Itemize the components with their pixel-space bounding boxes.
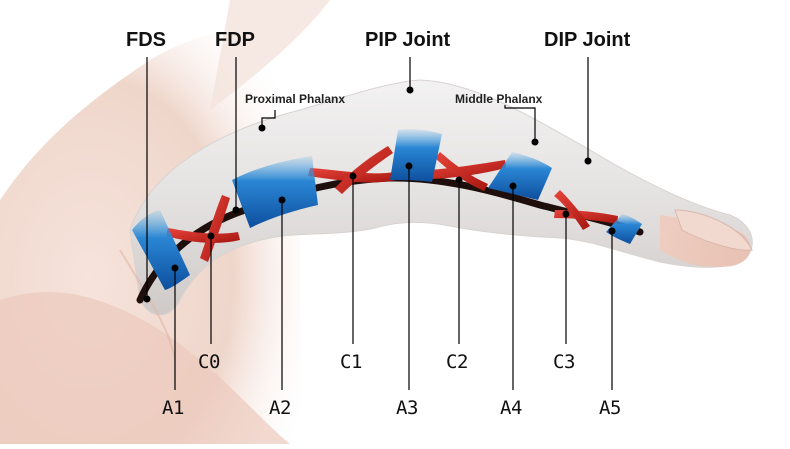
- palm-crease: [119, 249, 176, 361]
- fingernail: [674, 209, 753, 251]
- annular-pulley-a2: [232, 156, 318, 228]
- c0-label: C0: [198, 351, 220, 373]
- pip-joint-label: PIP Joint: [365, 29, 451, 51]
- a2-dot: [278, 196, 286, 204]
- thumb-web: [210, 0, 330, 110]
- a4-label: A4: [500, 397, 522, 419]
- cruciate-pulley-c3: [554, 190, 618, 230]
- c1-label: C1: [340, 351, 362, 373]
- a5-dot: [608, 227, 616, 235]
- c2-label: C2: [446, 351, 468, 373]
- finger-body: [129, 79, 753, 316]
- leader-dots: [143, 86, 616, 303]
- c1-dot: [349, 172, 357, 180]
- cruciate-pulley-c2: [430, 152, 506, 191]
- c3-dot: [562, 210, 570, 218]
- middle-phalanx-label: Middle Phalanx: [455, 92, 543, 106]
- pip-dot: [406, 86, 414, 94]
- proximal-phalanx-dot: [258, 124, 266, 132]
- a5-label: A5: [599, 397, 621, 419]
- cruciate-pulley-c0: [166, 195, 240, 262]
- fds-label: FDS: [126, 29, 166, 51]
- middle-phalanx-leader: [504, 105, 536, 142]
- a2-label: A2: [269, 397, 291, 419]
- annular-pulley-a4: [488, 152, 552, 200]
- middle-phalanx-dot: [531, 138, 539, 146]
- leader-lines: [146, 57, 613, 390]
- hand-shadow: [0, 291, 290, 444]
- fdp-dot: [232, 206, 240, 214]
- fdp-label: FDP: [215, 29, 255, 51]
- dip-joint-label: DIP Joint: [544, 29, 631, 51]
- a3-dot: [405, 162, 413, 170]
- annular-pulley-a3: [390, 129, 442, 182]
- fds-dot: [143, 295, 151, 303]
- dip-dot: [584, 157, 592, 165]
- proximal-phalanx-label: Proximal Phalanx: [245, 92, 346, 106]
- proximal-phalanx-leader: [261, 110, 276, 128]
- a4-dot: [509, 182, 517, 190]
- c2-dot: [455, 176, 463, 184]
- c0-dot: [207, 232, 215, 240]
- annular-pulley-a5: [606, 214, 642, 244]
- a1-label: A1: [162, 397, 184, 419]
- a3-label: A3: [396, 397, 418, 419]
- c3-label: C3: [553, 351, 575, 373]
- a1-dot: [171, 264, 179, 272]
